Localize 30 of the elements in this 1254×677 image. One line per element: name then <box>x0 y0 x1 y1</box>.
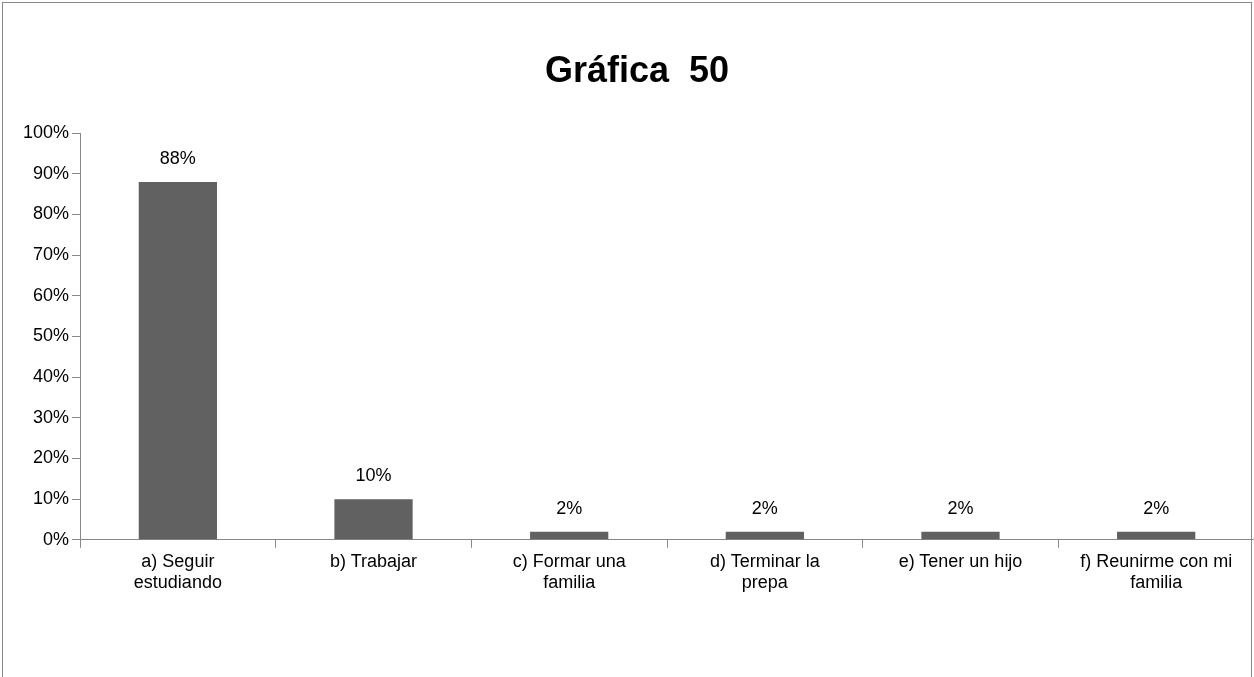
y-tick-label: 50% <box>33 325 70 346</box>
y-tick-label: 80% <box>33 203 70 224</box>
y-tick-label: 30% <box>33 406 70 427</box>
data-label: 2% <box>947 497 974 518</box>
x-tick-label: d) Terminar la prepa <box>709 550 821 593</box>
data-label: 2% <box>556 497 583 518</box>
y-tick-label: 0% <box>43 528 70 549</box>
bar <box>921 531 1000 540</box>
data-label: 88% <box>159 147 196 168</box>
y-tick-label: 90% <box>33 162 70 183</box>
x-tick-label: c) Formar una familia <box>512 550 627 593</box>
bar <box>725 531 804 540</box>
y-tick-label: 60% <box>33 284 70 305</box>
x-tick-label: e) Tener un hijo <box>898 550 1023 571</box>
x-tick-label: b) Trabajar <box>330 550 418 571</box>
chart-title: Gráfica 50 <box>544 48 730 90</box>
x-tick-label: a) Seguir estudiando <box>133 550 222 593</box>
y-tick-label: 100% <box>22 122 70 143</box>
x-tick-label: f) Reunirme con mi familia <box>1080 550 1233 593</box>
y-tick-label: 10% <box>33 488 70 509</box>
data-label: 10% <box>355 465 392 486</box>
bar <box>1117 531 1196 540</box>
bar <box>334 499 413 540</box>
data-label: 2% <box>751 497 778 518</box>
y-tick-label: 20% <box>33 447 70 468</box>
data-label: 2% <box>1143 497 1170 518</box>
bar <box>138 181 217 540</box>
y-tick-label: 70% <box>33 244 70 265</box>
y-tick-label: 40% <box>33 366 70 387</box>
bar <box>530 531 609 540</box>
